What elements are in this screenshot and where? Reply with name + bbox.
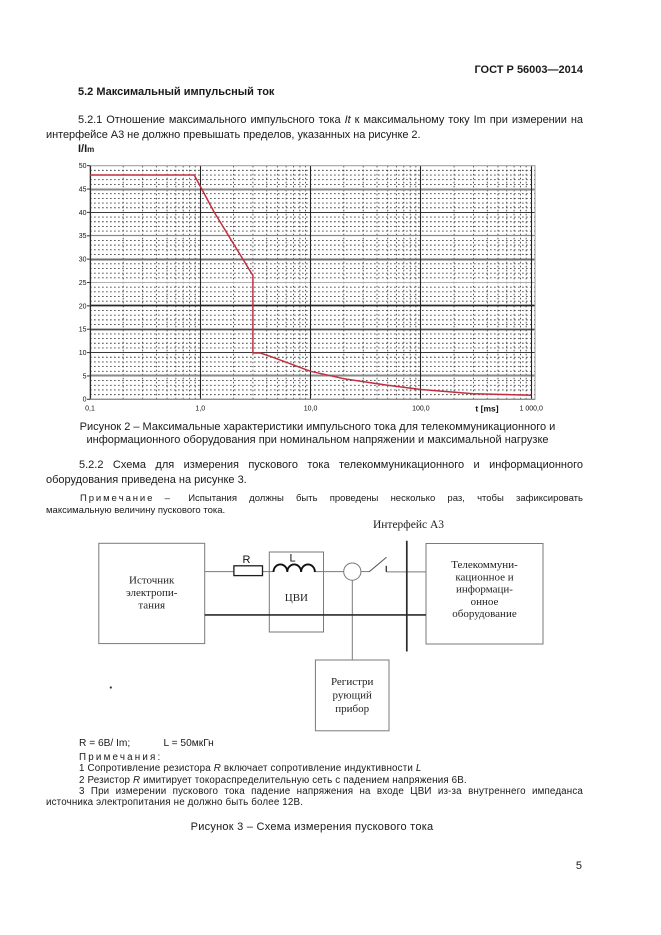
svg-text:оборудование: оборудование [452, 608, 517, 620]
svg-text:30: 30 [79, 257, 87, 264]
svg-text:онное: онное [471, 596, 499, 608]
svg-text:10: 10 [79, 350, 87, 357]
svg-text:1 000,0: 1 000,0 [520, 406, 543, 413]
svg-text:информаци-: информаци- [456, 584, 513, 596]
svg-text:5: 5 [83, 373, 87, 380]
svg-text:35: 35 [79, 233, 87, 240]
svg-text:45: 45 [79, 186, 87, 193]
svg-text:Источник: Источник [129, 575, 175, 587]
svg-text:t [ms]: t [ms] [475, 404, 498, 414]
svg-text:40: 40 [79, 210, 87, 217]
svg-text:Телекоммуни-: Телекоммуни- [451, 559, 518, 571]
svg-text:рующий: рующий [333, 689, 372, 701]
svg-text:кационное и: кационное и [455, 571, 513, 583]
svg-text:1,0: 1,0 [195, 406, 205, 413]
svg-text:тания: тания [138, 599, 165, 611]
svg-text:0: 0 [83, 397, 87, 404]
svg-text:50: 50 [79, 163, 87, 170]
svg-text:25: 25 [79, 280, 87, 287]
svg-text:0,1: 0,1 [85, 406, 95, 413]
svg-text:Интерфейс А3: Интерфейс А3 [373, 519, 444, 531]
svg-text:L: L [289, 553, 295, 565]
svg-text:20: 20 [79, 303, 87, 310]
svg-text:15: 15 [79, 327, 87, 334]
svg-text:прибор: прибор [335, 703, 369, 715]
svg-text:R: R [243, 554, 251, 566]
svg-text:электропи-: электропи- [126, 587, 178, 599]
svg-text:10,0: 10,0 [304, 406, 318, 413]
svg-text:ЦВИ: ЦВИ [285, 592, 308, 604]
svg-text:100,0: 100,0 [412, 406, 430, 413]
svg-text:Регистри: Регистри [331, 676, 374, 688]
